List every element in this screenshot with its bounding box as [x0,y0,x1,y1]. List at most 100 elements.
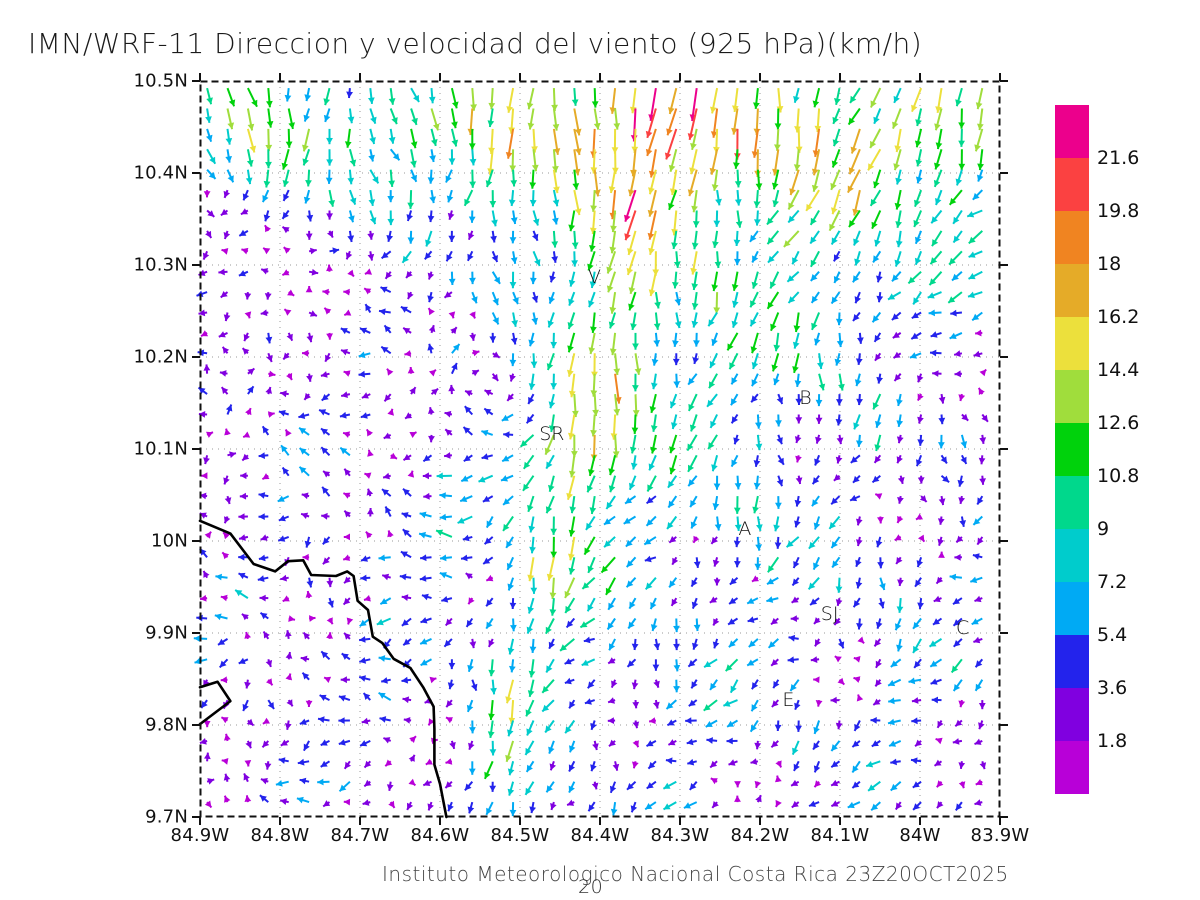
wind-arrow [976,536,984,546]
wind-arrow [830,495,841,506]
wind-arrow [896,393,903,407]
wind-arrow [487,108,495,128]
wind-arrow [915,108,923,127]
wind-arrow [772,679,780,689]
wind-arrow [400,305,412,314]
wind-arrow [257,575,269,582]
colorbar-segment [1055,317,1089,370]
wind-arrow [872,393,882,410]
wind-arrow [527,557,535,582]
wind-arrow [733,230,741,247]
wind-arrow [605,577,616,596]
wind-arrow [795,394,803,406]
wind-arrow [734,795,741,803]
wind-arrow [206,209,215,218]
wind-arrow [591,88,599,108]
wind-arrow [203,455,210,465]
wind-arrow [909,352,922,359]
wind-arrow [281,466,290,477]
wind-arrow [301,492,310,500]
wind-arrow [320,371,330,378]
wind-arrow [872,250,882,263]
wind-arrow [706,737,718,744]
colorbar [1055,105,1089,794]
wind-arrow [428,407,435,415]
wind-arrow [566,475,576,500]
wind-arrow [489,740,497,756]
wind-arrow [972,189,984,201]
wind-arrow [419,637,432,645]
wind-arrow [320,650,331,661]
wind-arrow [552,189,560,207]
wind-arrow [266,352,273,363]
wind-arrow [691,271,699,291]
wind-arrow [403,717,412,724]
wind-arrow [567,312,576,330]
wind-arrow [794,516,801,528]
wind-arrow [321,393,331,402]
wind-arrow [409,735,417,743]
wind-arrow [954,554,962,561]
wind-arrow [730,373,739,385]
wind-arrow [969,576,983,584]
wind-arrow [835,312,843,326]
wind-arrow [873,169,882,189]
wind-arrow [511,312,518,327]
wind-arrow [627,230,637,256]
wind-arrow [340,676,350,684]
wind-arrow [687,454,698,473]
wind-arrow [652,659,660,671]
wind-arrow [613,353,621,376]
wind-arrow [306,332,314,343]
wind-arrow [733,149,740,169]
wind-arrows [193,87,989,817]
wind-arrow [552,149,559,173]
wind-arrow [958,128,965,147]
wind-arrow [645,515,657,527]
wind-arrow [749,291,759,308]
wind-arrow [628,271,637,295]
wind-arrow [380,286,392,293]
wind-arrow [974,738,983,746]
wind-arrow [913,658,922,669]
wind-arrow [358,636,371,643]
wind-arrow [383,737,392,744]
wind-arrow [462,534,473,542]
wind-arrow [524,740,535,756]
wind-arrow [726,332,739,351]
wind-arrow [490,230,497,243]
wind-arrow [774,720,782,732]
wind-arrow [835,720,843,730]
wind-arrow [505,740,515,763]
wind-arrow [668,577,678,588]
wind-arrow [952,597,963,606]
wind-arrow [410,169,418,183]
wind-arrow [871,210,882,230]
wind-arrow [876,291,884,303]
wind-arrow [894,189,902,210]
wind-arrow [242,699,249,712]
wind-arrow [971,311,983,322]
wind-arrow [672,353,680,366]
wind-arrow [244,679,251,689]
wind-arrow [608,739,616,748]
wind-arrow [933,595,942,603]
wind-arrow [447,801,454,812]
wind-arrow [609,230,617,254]
wind-arrow [380,250,392,260]
wind-arrow [305,590,313,599]
wind-arrow [711,271,719,292]
wind-arrow [855,577,863,589]
wind-arrow [340,391,351,398]
wind-arrow [832,108,841,125]
wind-arrow [929,658,943,668]
wind-arrow [445,169,453,183]
wind-arrow [485,574,494,582]
wind-arrow [683,801,698,809]
wind-arrow [609,291,617,314]
wind-arrow [773,516,780,532]
wind-arrow [734,781,741,788]
wind-arrow [813,760,821,773]
wind-arrow [550,801,557,811]
wind-arrow [687,108,698,141]
